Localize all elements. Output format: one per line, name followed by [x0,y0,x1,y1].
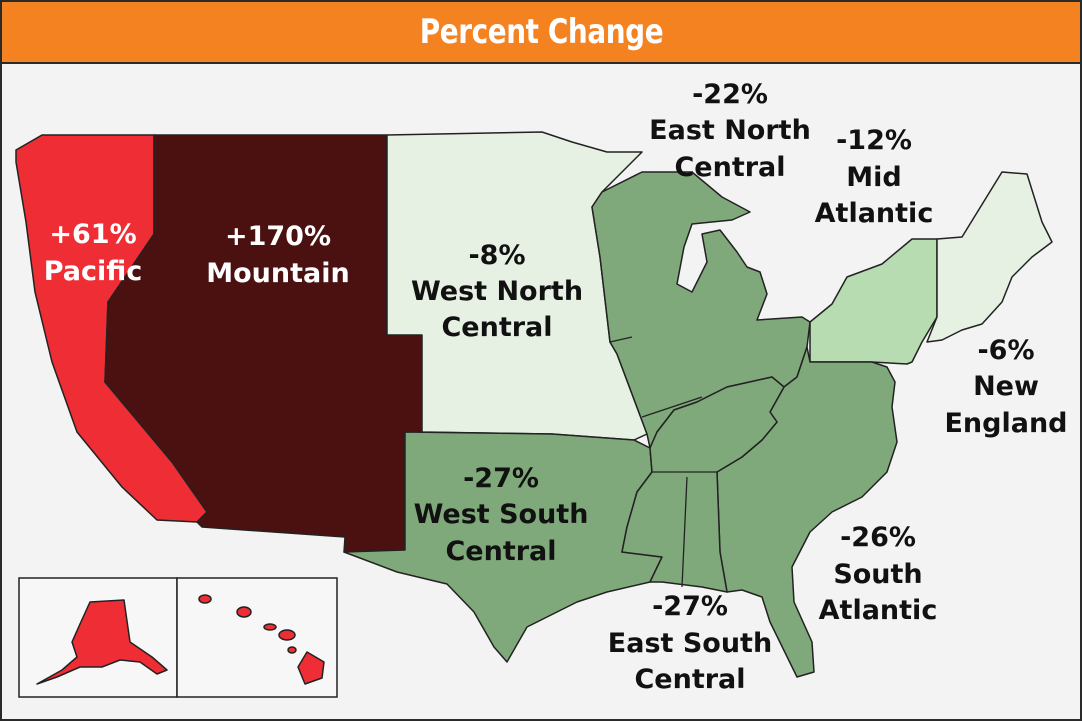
label-midatl-name-1: Mid [846,162,901,193]
label-esc-change: -27% [652,591,728,622]
label-satl-name-2: Atlantic [819,595,938,626]
label-ne-change: -6% [977,335,1034,366]
title-bar: Percent Change [2,2,1080,64]
label-satl-change: -26% [840,522,916,553]
label-ne-name-1: New [973,371,1039,402]
map-title: Percent Change [419,12,663,52]
label-satl-name-1: South [833,559,922,590]
label-pacific-change: +61% [49,219,136,250]
label-midatl-change: -12% [836,125,912,156]
region-mid-atlantic[interactable] [809,238,938,365]
label-pacific-name: Pacific [44,256,143,287]
label-midatl-name-2: Atlantic [815,198,934,229]
region-east-north-central[interactable] [591,171,811,449]
label-esc-name-1: East South [608,628,772,659]
label-wsc-name-2: Central [445,536,556,567]
region-new-england[interactable] [926,171,1053,343]
label-esc-name-2: Central [634,664,745,695]
label-wnc-name-2: Central [441,312,552,343]
label-wnc-change: -8% [468,240,525,271]
label-ne-name-2: England [944,408,1067,439]
label-wsc-name-1: West South [414,499,589,530]
region-east-south-central[interactable] [621,376,785,593]
label-wnc-name-1: West North [411,276,583,307]
alaska-shape [36,599,168,685]
label-enc-change: -22% [692,79,768,110]
label-enc-name-1: East North [649,115,811,146]
label-wsc-change: -27% [463,463,539,494]
hawaii-islands [198,594,325,685]
label-mountain-name: Mountain [206,258,349,289]
label-mountain-change: +170% [225,221,331,252]
label-enc-name-2: Central [674,152,785,183]
